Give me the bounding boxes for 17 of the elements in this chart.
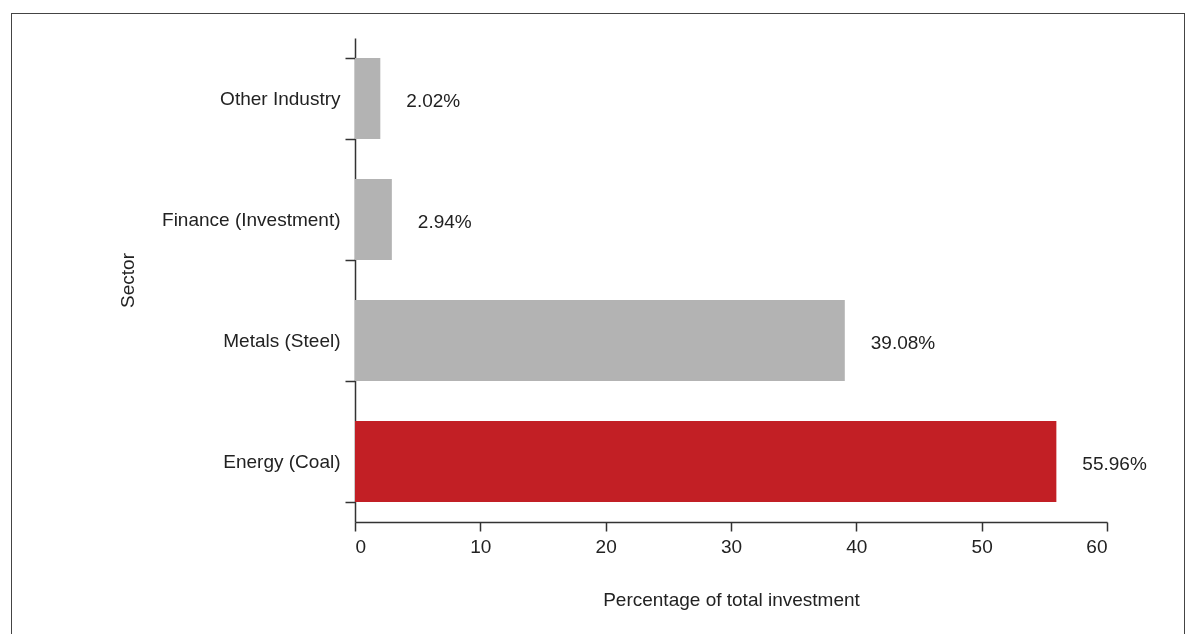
data-label: 39.08% [870,331,936,353]
y-tick-label: Other Industry [220,88,341,109]
y-tick-label: Metals (Steel) [223,330,341,351]
x-tick-label: 20 [595,535,617,557]
x-tick-label: 60 [1086,535,1108,557]
data-label: 55.96% [1082,452,1147,474]
data-label: 2.02% [406,89,461,111]
x-axis-title: Percentage of total investment [603,588,861,610]
x-tick-label: 30 [720,535,743,557]
x-tick-label: 50 [971,535,993,557]
x-tick-label: 0 [355,535,367,557]
y-tick-label: Finance (Investment) [162,209,341,230]
y-axis-title: Sector [117,252,139,308]
x-tick-label: 10 [470,535,492,557]
y-tick-label: Energy (Coal) [223,451,341,472]
data-label: 2.94% [417,210,472,232]
x-tick-label: 40 [846,535,868,557]
